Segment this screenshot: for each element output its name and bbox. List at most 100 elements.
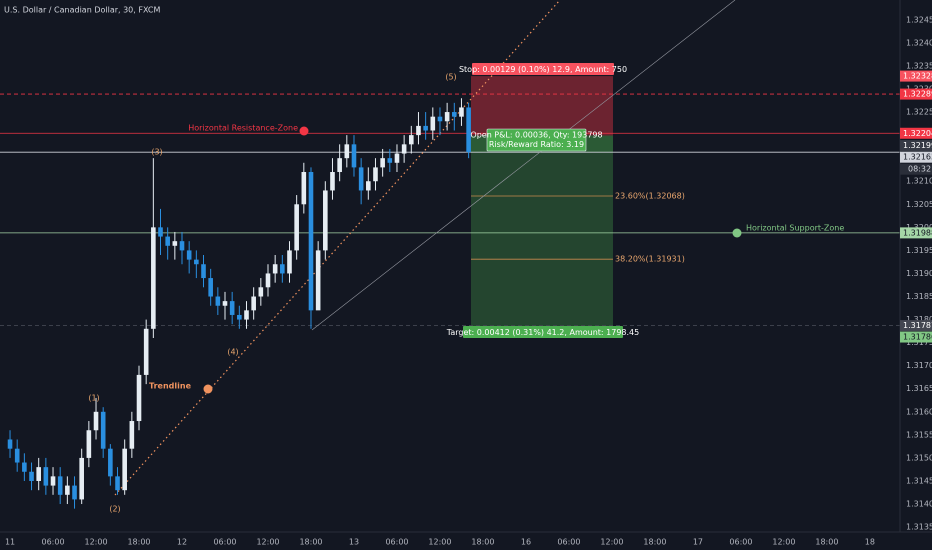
y-tick-label: 1.32000 [906, 223, 932, 232]
x-tick-label: 06:00 [385, 538, 408, 547]
annotation: (4) [227, 348, 238, 357]
candle-body [108, 448, 113, 477]
y-tick-label: 1.31850 [906, 292, 932, 301]
price-tag-label: 1.32328 [903, 72, 932, 81]
candle-body [337, 158, 342, 173]
x-tick-label: 12:00 [428, 538, 451, 547]
target-zone [471, 135, 613, 327]
x-tick-label: 12:00 [84, 538, 107, 547]
candle-body [451, 112, 457, 117]
x-tick-label: 18:00 [299, 538, 322, 547]
candle-body [172, 241, 178, 246]
x-tick-label: 18:00 [471, 538, 494, 547]
candle-body [143, 328, 149, 375]
candle-body [301, 172, 307, 205]
stop-text: Stop: 0.00129 (0.10%) 12.9, Amount: 750 [459, 65, 627, 74]
candle-body [315, 250, 321, 311]
price-tag-label: 1.31988 [903, 228, 932, 237]
price-tag [900, 227, 932, 239]
y-tick-label: 1.32450 [906, 15, 932, 24]
candle-body [215, 296, 221, 306]
y-tick-label: 1.31750 [906, 338, 932, 347]
x-tick-label: 18:00 [643, 538, 666, 547]
candle-body [22, 462, 27, 472]
y-tick-label: 1.32250 [906, 108, 932, 117]
candle-body [29, 471, 34, 481]
price-tag [900, 320, 932, 332]
candle-body [323, 190, 328, 251]
y-tick-label: 1.31550 [906, 430, 932, 439]
candle-body [244, 310, 249, 320]
candle-body [229, 301, 235, 315]
candle-body [358, 167, 364, 191]
y-tick-label: 1.32350 [906, 61, 932, 70]
candle-body [251, 296, 256, 311]
candle-body [272, 264, 278, 274]
annotation: (5) [445, 73, 456, 82]
x-tick-label: 16 [521, 538, 531, 547]
candle-body [86, 430, 92, 458]
annotation: Horizontal Resistance-Zone [188, 124, 298, 133]
candle-body [344, 144, 350, 159]
price-tag-label: 1.31787 [903, 321, 932, 330]
candle-body [380, 158, 385, 168]
y-tick-label: 1.31900 [906, 269, 932, 278]
y-tick-label: 1.32400 [906, 38, 932, 47]
fib-label: 23.60%(1.32068) [615, 191, 685, 200]
candle-body [287, 250, 292, 274]
y-tick-label: 1.31950 [906, 246, 932, 255]
candle-body [93, 411, 99, 431]
candle-body [65, 485, 70, 495]
ratio-text: Risk/Reward Ratio: 3.19 [489, 140, 584, 149]
candle-body [79, 457, 84, 500]
x-tick-label: 18:00 [815, 538, 838, 547]
y-tick-label: 1.31450 [906, 476, 932, 485]
candle-body [237, 314, 242, 320]
candle-body [258, 287, 264, 297]
y-tick-label: 1.31700 [906, 361, 932, 370]
x-tick-label: 12:00 [772, 538, 795, 547]
target-box [463, 326, 623, 338]
candle-body [423, 125, 428, 131]
x-tick-label: 17 [693, 538, 703, 547]
candle-body [366, 181, 371, 191]
candle-body [373, 167, 378, 182]
annotation: (2) [109, 505, 120, 514]
annotation: (1) [88, 394, 99, 403]
x-tick-label: 06:00 [213, 538, 236, 547]
candle-body [409, 135, 414, 145]
price-tag [900, 88, 932, 100]
price-tag-label: 1.32289 [903, 90, 932, 99]
candle-body [437, 116, 443, 122]
candle-body [179, 241, 185, 251]
candle-body [165, 236, 170, 246]
y-tick-label: 1.32100 [906, 177, 932, 186]
fib-label: 38.20%(1.31931) [615, 255, 685, 264]
candle-body [387, 158, 393, 163]
price-lines [0, 93, 900, 326]
support-dot [732, 228, 742, 238]
x-tick-label: 12:00 [256, 538, 279, 547]
chart-title: U.S. Dollar / Canadian Dollar, 30, FXCM [4, 6, 160, 15]
axes: 1.324501.324001.323501.323001.322501.322… [5, 15, 932, 547]
y-tick-label: 1.31650 [906, 384, 932, 393]
trendline [114, 0, 561, 496]
candle-body [466, 107, 471, 153]
price-tag-label: 1.31786 [903, 333, 932, 342]
candle-body [308, 172, 314, 311]
annotation: (3) [151, 148, 162, 157]
candle-body [14, 448, 20, 463]
candle-body [186, 250, 192, 260]
stop-box [472, 63, 614, 75]
annotation: Trendline [149, 382, 192, 391]
x-tick-label: 06:00 [729, 538, 752, 547]
x-tick-label: 12 [177, 538, 187, 547]
price-tag-label: 1.32163 [903, 153, 932, 162]
candle-body [330, 172, 335, 191]
y-tick-label: 1.31800 [906, 315, 932, 324]
price-tag [900, 127, 932, 139]
target-text: Target: 0.00412 (0.31%) 41.2, Amount: 17… [446, 328, 639, 337]
stop-zone [471, 76, 613, 136]
candle-body [459, 107, 464, 117]
